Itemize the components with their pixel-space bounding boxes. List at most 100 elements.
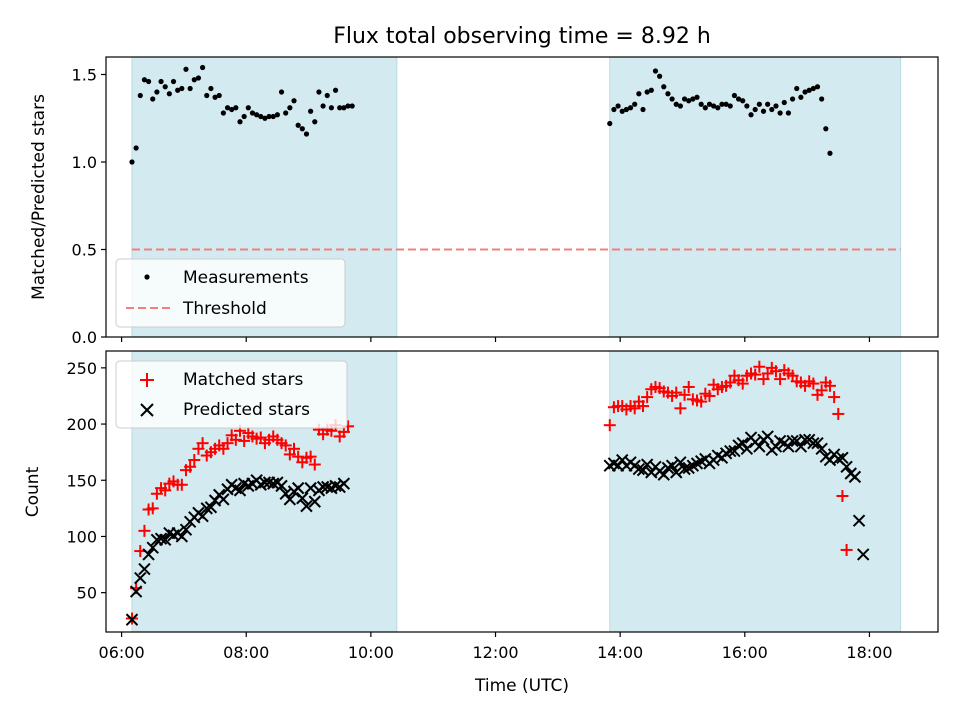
measurement-point	[137, 92, 143, 99]
measurement-point	[220, 110, 226, 116]
matched-star-point	[670, 386, 683, 399]
predicted-star-point	[724, 444, 737, 458]
measurement-point	[698, 101, 704, 107]
measurement-point	[777, 110, 783, 116]
measurement-point	[769, 106, 775, 113]
top-y-tick-label: 1.5	[72, 66, 97, 85]
predicted-star-point	[740, 442, 754, 455]
predicted-star-point	[296, 492, 309, 505]
measurement-point	[241, 113, 247, 120]
measurement-point	[312, 119, 318, 125]
predicted-star-point	[175, 530, 189, 543]
predicted-star-point	[283, 493, 297, 506]
predicted-star-point	[782, 440, 795, 453]
measurement-point	[316, 89, 322, 95]
measurement-point	[785, 110, 792, 116]
measurement-point	[802, 89, 808, 95]
predicted-star-point	[769, 440, 783, 453]
predicted-star-point	[848, 470, 862, 484]
matched-star-point	[815, 384, 828, 397]
matched-star-point	[184, 460, 197, 473]
measurement-point	[810, 85, 816, 92]
matched-stars-series	[125, 360, 853, 625]
predicted-star-point	[308, 495, 321, 508]
measurement-point	[187, 85, 193, 92]
measurement-point	[245, 105, 251, 111]
bottom-observing-window	[609, 350, 902, 633]
matched-star-point	[175, 478, 188, 491]
predicted-star-point	[125, 613, 139, 626]
predicted-star-point	[857, 548, 870, 561]
measurement-point	[781, 99, 787, 106]
matched-star-point	[736, 377, 749, 390]
predicted-stars-series	[125, 430, 870, 626]
matched-star-point	[159, 484, 172, 497]
legend-matched-marker	[140, 373, 154, 387]
measurement-point	[798, 94, 804, 100]
predicted-star-point	[291, 481, 305, 495]
matched-star-point	[637, 400, 650, 413]
x-axis-label: Time (UTC)	[474, 676, 569, 696]
measurement-point	[204, 92, 210, 99]
predicted-star-point	[275, 479, 288, 493]
top-axes-frame	[105, 56, 939, 338]
measurement-point	[145, 78, 152, 85]
measurement-point	[332, 87, 339, 93]
predicted-star-point	[670, 466, 683, 479]
matched-star-point	[674, 402, 687, 415]
measurement-point	[652, 68, 659, 74]
matched-star-point	[628, 402, 641, 415]
matched-star-point	[695, 395, 708, 408]
top-y-tick-label: 1.0	[72, 153, 97, 172]
legend-threshold-label: Threshold	[182, 299, 267, 319]
matched-star-point	[279, 439, 292, 452]
measurement-point	[254, 112, 260, 118]
matched-star-point	[288, 442, 301, 455]
bottom-axes-frame	[105, 350, 939, 633]
top-y-tick-label: 0.5	[72, 241, 97, 260]
measurement-point	[216, 92, 222, 99]
measurement-point	[349, 103, 355, 109]
predicted-star-point	[674, 456, 687, 469]
measurement-point	[686, 98, 692, 104]
matched-star-point	[188, 454, 201, 467]
matched-star-point	[678, 388, 691, 401]
measurement-point	[619, 108, 625, 114]
measurement-point	[665, 91, 671, 97]
measurement-point	[677, 103, 684, 109]
measurement-point	[274, 112, 280, 118]
predicted-star-point	[761, 430, 774, 443]
measurement-point	[166, 91, 172, 97]
matched-star-point	[774, 373, 787, 386]
measurement-point	[224, 105, 231, 111]
top-legend-box	[115, 258, 346, 328]
predicted-star-point	[753, 440, 766, 453]
measurement-point	[814, 84, 821, 90]
measurement-point	[673, 101, 679, 107]
measurement-point	[320, 103, 326, 109]
measurement-point	[644, 89, 650, 95]
measurement-point	[765, 101, 771, 107]
measurement-point	[183, 66, 189, 72]
legend-predicted-marker	[140, 403, 154, 417]
measurement-point	[748, 112, 754, 118]
measurement-point	[806, 87, 812, 93]
measurement-point	[291, 98, 297, 104]
measurement-point	[229, 106, 235, 113]
bottom-legend: Matched stars Predicted stars	[115, 360, 348, 429]
bottom-x-ticks: 06:00 08:00 10:00 12:00 14:00 16:00 18:00	[99, 632, 893, 662]
predicted-star-point	[142, 548, 155, 561]
measurement-point	[233, 105, 239, 111]
measurement-point	[657, 73, 663, 79]
bottom-y-tick-label: 250	[66, 359, 97, 378]
predicted-star-point	[158, 533, 172, 547]
x-tick-label: 14:00	[597, 643, 643, 662]
predicted-star-point	[233, 484, 247, 497]
measurement-point	[752, 106, 758, 113]
matched-star-point	[832, 407, 845, 420]
x-tick-label: 18:00	[846, 643, 892, 662]
measurement-point	[773, 103, 779, 109]
measurement-point	[735, 96, 742, 102]
measurement-point	[744, 103, 750, 109]
measurement-point	[212, 94, 218, 100]
